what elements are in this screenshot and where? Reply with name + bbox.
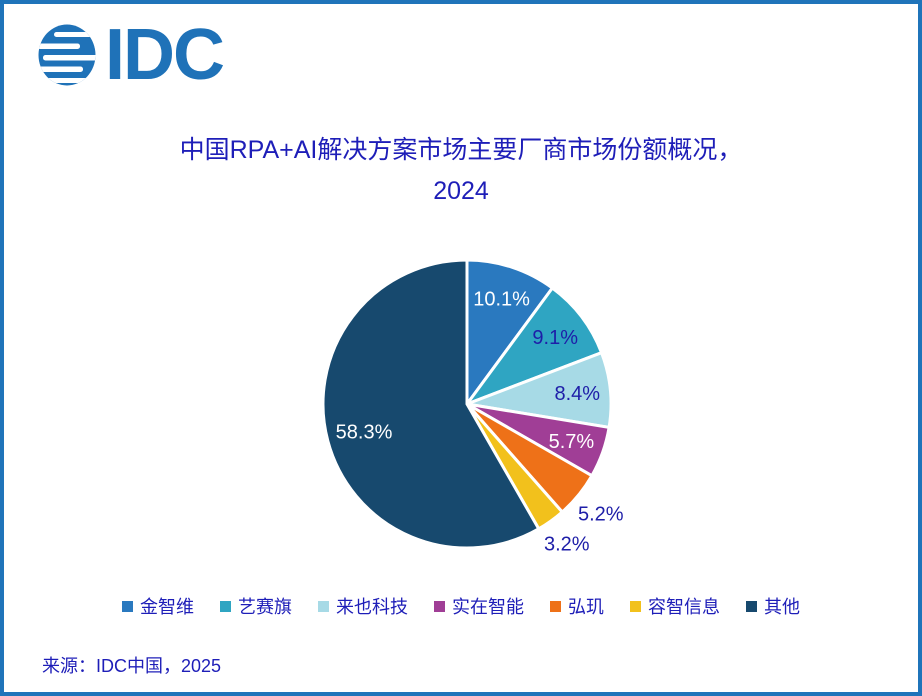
pie-chart: 10.1%9.1% 8.4% 5.7% 5.2% 3.2% 58.3% <box>321 258 624 555</box>
legend-item-jinzhiwei: 金智维 <box>122 593 194 619</box>
legend-swatch-rongzhi <box>630 600 641 612</box>
pie-slice-yisaiqi <box>462 285 604 408</box>
legend-label-yisaiqi: 艺赛旗 <box>238 597 292 617</box>
legend-swatch-laiye <box>318 600 329 612</box>
legend-label-jinzhiwei: 金智维 <box>140 597 194 617</box>
legend-swatch-qita <box>746 600 757 612</box>
chart-legend: 金智维 艺赛旗 来也科技 实在智能 弘玑 容智信息 其他 <box>4 593 918 619</box>
legend-item-shizai: 实在智能 <box>434 593 524 619</box>
legend-label-laiye: 来也科技 <box>336 597 408 617</box>
chart-title-line2: 2024 <box>433 177 489 205</box>
legend-swatch-yisaiqi <box>220 600 231 612</box>
legend-label-qita: 其他 <box>764 597 800 617</box>
pie-label-rongzhi: 3.2% <box>544 533 590 555</box>
pie-label-laiye: 8.4% <box>555 383 601 405</box>
pie-label-shizai: 5.7% <box>549 431 595 453</box>
idc-globe-icon <box>38 24 96 86</box>
legend-swatch-hongji <box>550 600 561 612</box>
legend-item-qita: 其他 <box>746 593 800 619</box>
pie-label-qita: 58.3% <box>336 422 393 444</box>
legend-swatch-jinzhiwei <box>122 600 133 612</box>
pie-label-yisaiqi: 9.1% <box>532 327 578 349</box>
legend-item-rongzhi: 容智信息 <box>630 593 720 619</box>
chart-title: 中国RPA+AI解决方案市场主要厂商市场份额概况， 2024 <box>64 130 858 212</box>
pie-label-hongji: 5.2% <box>578 503 624 525</box>
chart-title-line1: 中国RPA+AI解决方案市场主要厂商市场份额概况， <box>179 136 743 164</box>
source-note: 来源：IDC中国，2025 <box>42 656 222 676</box>
pie-slice-jinzhiwei <box>465 258 555 409</box>
pie-slice-qita <box>321 258 541 550</box>
legend-item-yisaiqi: 艺赛旗 <box>220 593 292 619</box>
legend-swatch-shizai <box>434 600 445 612</box>
idc-logo: IDC <box>38 15 225 95</box>
legend-label-shizai: 实在智能 <box>452 597 524 617</box>
idc-logo-text: IDC <box>105 15 225 95</box>
legend-item-laiye: 来也科技 <box>318 593 408 619</box>
pie-label-jinzhiwei: 10.1% <box>473 289 530 311</box>
legend-item-hongji: 弘玑 <box>550 593 604 619</box>
legend-label-hongji: 弘玑 <box>568 597 604 617</box>
legend-label-rongzhi: 容智信息 <box>648 597 720 617</box>
